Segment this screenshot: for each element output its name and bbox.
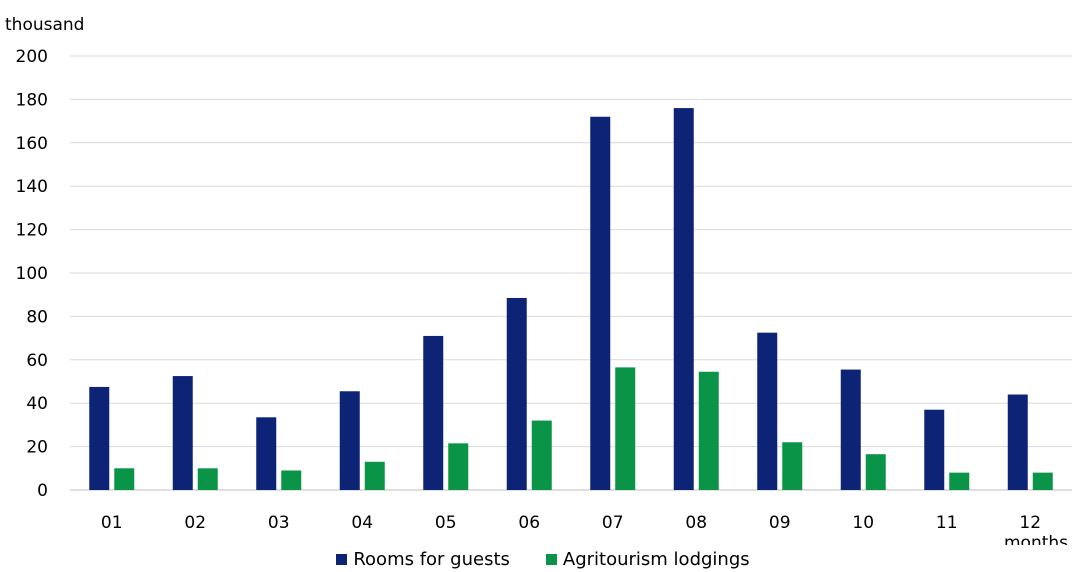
y-axis-ticks: 0 20 40 60 80 100 120 140 160 180 200 — [16, 47, 48, 501]
x-tick-label: 04 — [351, 513, 373, 533]
bar-rooms-10 — [840, 369, 861, 490]
legend-swatch — [336, 553, 348, 565]
x-tick-label: 06 — [518, 513, 540, 533]
y-tick-label: 120 — [16, 221, 48, 241]
y-tick-label: 200 — [16, 47, 48, 67]
bar-rooms-07 — [590, 116, 611, 490]
bar-rooms-03 — [256, 417, 277, 490]
bar-rooms-05 — [423, 335, 444, 490]
y-tick-label: 40 — [26, 394, 48, 414]
y-tick-label: 80 — [26, 307, 48, 327]
x-tick-label: 02 — [184, 513, 206, 533]
bar-rooms-02 — [172, 376, 193, 490]
y-axis-unit-label: thousand — [5, 15, 84, 35]
y-tick-label: 140 — [16, 177, 48, 197]
bar-rooms-12 — [1007, 394, 1028, 490]
x-axis-ticks: 01 02 03 04 05 06 07 08 09 10 11 12 — [101, 513, 1041, 533]
bar-agritourism-01 — [114, 468, 135, 490]
legend-item-agritourism: Agritourism lodgings — [545, 548, 750, 570]
x-tick-label: 01 — [101, 513, 123, 533]
y-tick-label: 20 — [26, 438, 48, 458]
x-tick-label: 07 — [602, 513, 624, 533]
x-axis-unit-label: months — [1004, 533, 1068, 545]
bar-agritourism-06 — [531, 420, 552, 490]
bar-agritourism-03 — [281, 470, 302, 490]
bar-agritourism-12 — [1032, 472, 1053, 490]
bar-rooms-08 — [673, 108, 694, 490]
y-tick-label: 160 — [16, 134, 48, 154]
bars — [89, 108, 1053, 490]
bar-agritourism-11 — [949, 472, 970, 490]
y-tick-label: 180 — [16, 90, 48, 110]
y-tick-label: 0 — [37, 481, 48, 501]
x-tick-label: 09 — [769, 513, 791, 533]
bar-rooms-04 — [339, 391, 360, 490]
x-tick-label: 10 — [852, 513, 874, 533]
bar-agritourism-02 — [197, 468, 218, 490]
y-tick-label: 100 — [16, 264, 48, 284]
x-tick-label: 11 — [936, 513, 958, 533]
bar-agritourism-04 — [364, 461, 385, 490]
x-tick-label: 03 — [268, 513, 290, 533]
bar-agritourism-09 — [782, 442, 803, 490]
bar-agritourism-05 — [448, 443, 469, 490]
bar-rooms-09 — [757, 332, 778, 490]
gridlines — [70, 55, 1072, 491]
x-tick-label: 08 — [685, 513, 707, 533]
x-tick-label: 05 — [435, 513, 457, 533]
x-tick-label: 12 — [1019, 513, 1041, 533]
bar-agritourism-07 — [615, 367, 636, 490]
bar-rooms-06 — [506, 297, 527, 490]
legend: Rooms for guests Agritourism lodgings — [0, 546, 1086, 572]
bar-agritourism-08 — [698, 371, 719, 490]
bar-rooms-11 — [924, 409, 945, 490]
bar-agritourism-10 — [865, 454, 886, 490]
legend-item-rooms: Rooms for guests — [336, 549, 510, 570]
legend-label: Rooms for guests — [353, 548, 510, 570]
bar-rooms-01 — [89, 386, 110, 490]
legend-label: Agritourism lodgings — [562, 548, 750, 570]
legend-swatch — [545, 553, 557, 565]
y-tick-label: 60 — [26, 351, 48, 371]
